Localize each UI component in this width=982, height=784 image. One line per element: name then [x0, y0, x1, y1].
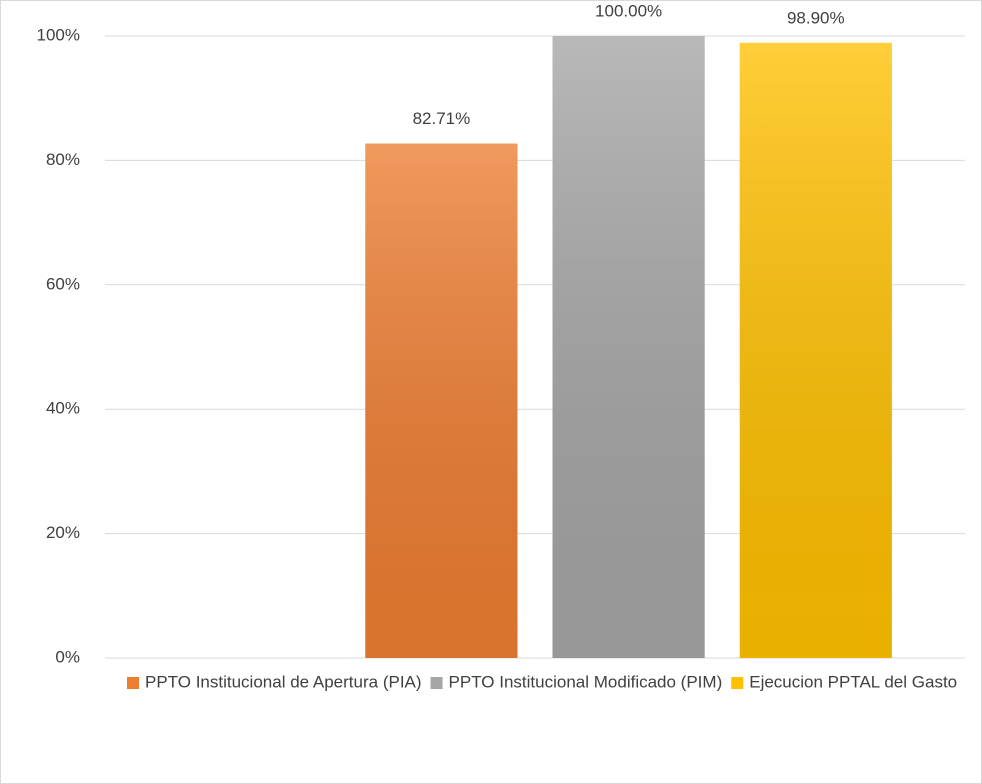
legend-swatch — [127, 677, 139, 689]
data-label: 100.00% — [595, 1, 662, 20]
y-tick-label: 60% — [46, 274, 80, 293]
y-tick-label: 20% — [46, 523, 80, 542]
legend-label: Ejecucion PPTAL del Gasto — [749, 672, 957, 691]
legend-swatch — [731, 677, 744, 689]
legend-swatch — [430, 677, 443, 689]
legend-label: PPTO Institucional Modificado (PIM) — [449, 672, 723, 691]
data-label: 82.71% — [413, 109, 471, 128]
bar-shade — [739, 42, 892, 659]
bar-shade — [365, 143, 518, 658]
y-tick-label: 80% — [46, 150, 80, 169]
y-tick-label: 0% — [55, 647, 80, 666]
legend-label: PPTO Institucional de Apertura (PIA) — [145, 672, 422, 691]
y-tick-label: 40% — [46, 399, 80, 418]
y-tick-label: 100% — [37, 25, 80, 44]
data-label: 98.90% — [787, 8, 845, 27]
bar-shade — [552, 36, 705, 658]
